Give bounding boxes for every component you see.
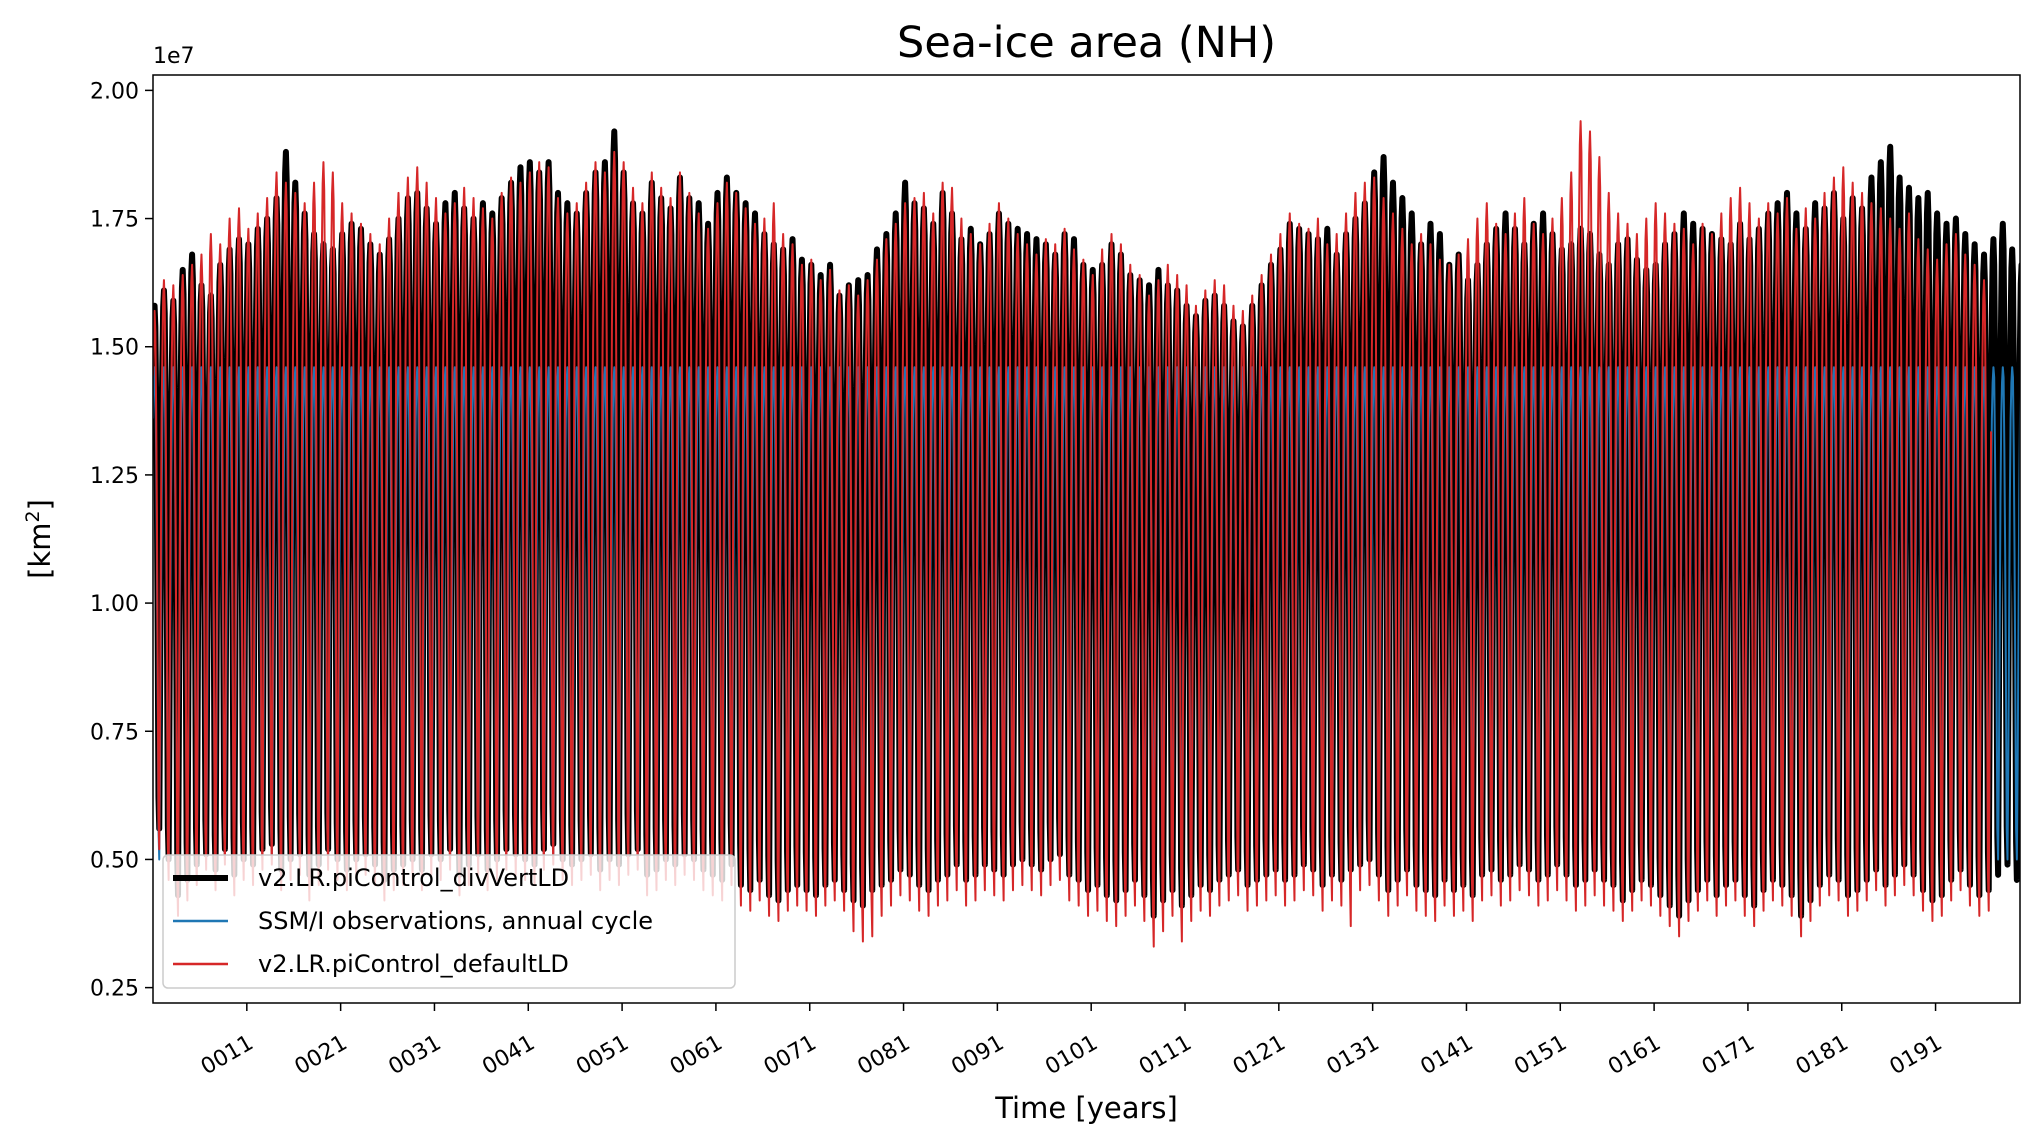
legend-entry-ssmi-label: SSM/I observations, annual cycle	[258, 907, 653, 935]
y-axis-offset-label: 1e7	[153, 44, 195, 69]
legend-entry-defaultLD-label: v2.LR.piControl_defaultLD	[258, 950, 569, 978]
y-axis: 0.25 0.50 0.75 1.00 1.25 1.50 1.75 2.00	[90, 79, 153, 1002]
y-tick-label: 0.50	[90, 848, 139, 873]
axes-frame	[152, 74, 2021, 1004]
y-tick-label: 1.25	[90, 464, 139, 489]
chart-title: Sea-ice area (NH)	[897, 18, 1276, 68]
y-axis-label-close: ]	[23, 499, 57, 510]
y-axis-label-superscript: 2	[22, 510, 44, 522]
legend-entry-divVertLD-label: v2.LR.piControl_divVertLD	[258, 864, 569, 892]
y-tick-label: 0.75	[90, 720, 139, 745]
x-axis-label: Time [years]	[994, 1091, 1178, 1125]
y-tick-label: 1.00	[90, 592, 139, 617]
legend-box	[162, 854, 736, 989]
y-tick-label: 2.00	[90, 79, 139, 104]
legend: v2.LR.piControl_divVertLD SSM/I observati…	[162, 854, 736, 989]
y-axis-label: [km2]	[22, 499, 57, 579]
y-axis-label-base: [km	[23, 523, 57, 579]
y-tick-label: 1.75	[90, 208, 139, 233]
y-tick-label: 0.25	[90, 977, 139, 1002]
y-tick-label: 1.50	[90, 336, 139, 361]
